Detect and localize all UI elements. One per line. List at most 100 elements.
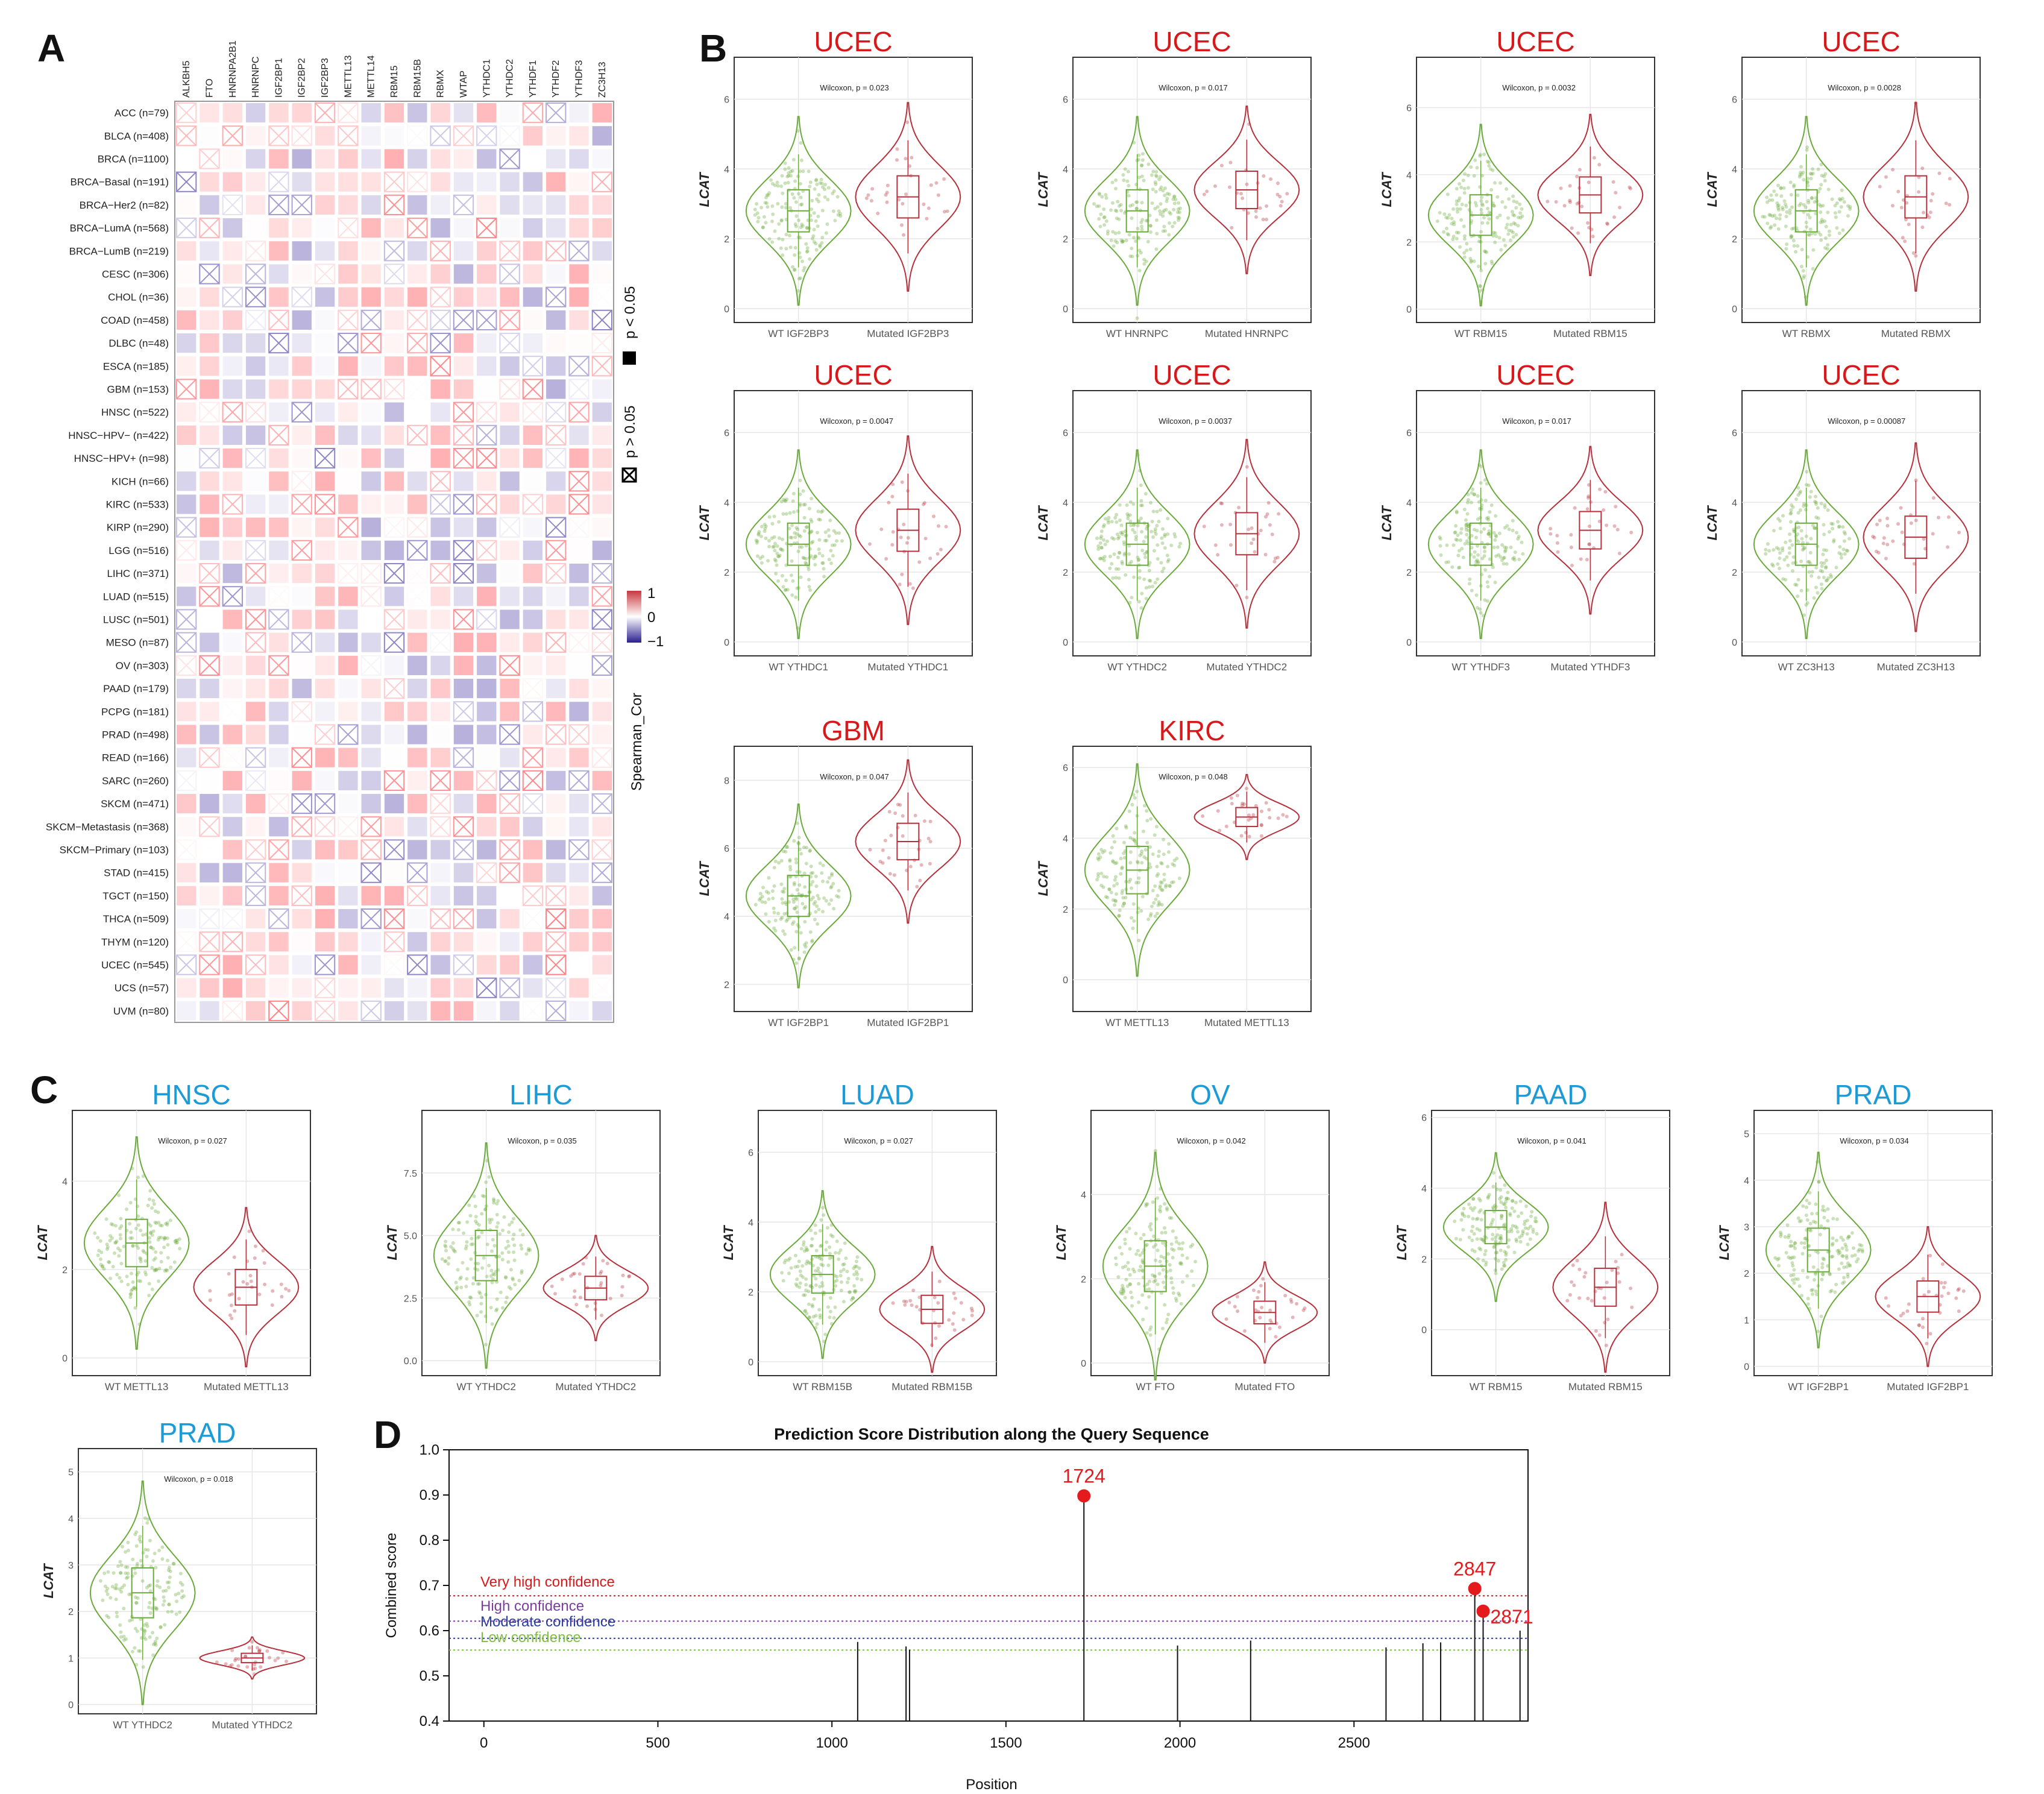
data-point	[1831, 1236, 1835, 1241]
data-point	[1904, 218, 1908, 222]
data-point	[1506, 1245, 1511, 1249]
data-point	[1148, 845, 1152, 849]
data-point	[1788, 539, 1792, 543]
heatmap-cell	[453, 563, 474, 584]
data-point	[1145, 809, 1149, 813]
data-point	[832, 907, 836, 911]
data-point	[1925, 1341, 1929, 1346]
heatmap-cell	[268, 424, 289, 445]
data-point	[1457, 549, 1461, 553]
heatmap-cell	[569, 909, 589, 929]
data-point	[774, 571, 778, 576]
data-point	[817, 547, 821, 552]
data-point	[1096, 547, 1101, 551]
data-point	[1957, 1287, 1961, 1291]
data-point	[1474, 1217, 1479, 1221]
violin-title: UCEC	[1822, 26, 1900, 57]
heatmap-cell	[291, 194, 312, 215]
data-point	[512, 1243, 517, 1247]
data-point	[1823, 1209, 1827, 1213]
heatmap-cell	[476, 977, 497, 998]
data-point	[1800, 548, 1805, 552]
heatmap-cell	[338, 218, 359, 239]
data-point	[1837, 231, 1841, 236]
heatmap-cell	[407, 448, 427, 468]
data-point	[1456, 553, 1461, 558]
data-point	[489, 1274, 493, 1278]
data-point	[812, 211, 816, 215]
data-point	[257, 1649, 262, 1654]
data-point	[866, 193, 870, 197]
heatmap-cell	[314, 494, 336, 515]
data-point	[1821, 552, 1825, 556]
data-point	[1909, 521, 1913, 525]
heatmap-cell	[269, 748, 289, 767]
data-point	[162, 1237, 166, 1241]
data-point	[789, 174, 793, 178]
data-point	[1120, 532, 1124, 537]
data-point	[1503, 1223, 1507, 1227]
data-point	[1495, 215, 1500, 219]
data-point	[914, 1305, 919, 1309]
data-point	[143, 1259, 148, 1263]
data-point	[440, 1257, 444, 1261]
data-point	[458, 1277, 462, 1281]
data-point	[1150, 520, 1154, 524]
data-point	[1492, 530, 1496, 535]
data-point	[134, 1530, 139, 1534]
data-point	[1770, 198, 1775, 202]
data-point	[1125, 503, 1129, 507]
data-point	[162, 1595, 166, 1599]
data-point	[1791, 555, 1796, 559]
data-point	[789, 1266, 793, 1270]
data-point	[1174, 1297, 1178, 1301]
data-point	[1227, 1300, 1231, 1305]
heatmap-cell	[522, 885, 544, 907]
heatmap-col-label: ZC3H13	[597, 61, 608, 98]
data-point	[1811, 266, 1815, 271]
data-point	[1799, 559, 1803, 564]
data-point	[1823, 172, 1828, 176]
data-point	[1136, 227, 1140, 231]
data-point	[772, 535, 776, 539]
data-point	[1778, 519, 1782, 523]
data-point	[1099, 883, 1104, 887]
heatmap-cell	[477, 932, 497, 952]
heatmap-cell	[200, 103, 219, 123]
data-point	[1800, 1268, 1805, 1273]
data-point	[1143, 492, 1148, 496]
data-point	[1568, 1293, 1572, 1297]
heatmap-cell	[430, 517, 450, 537]
data-point	[1177, 1242, 1181, 1246]
data-point	[105, 1245, 110, 1249]
data-point	[1805, 1275, 1810, 1279]
data-point	[249, 1279, 253, 1283]
data-point	[1630, 1305, 1634, 1309]
data-point	[1161, 1268, 1165, 1272]
data-point	[1829, 1254, 1834, 1259]
data-point	[797, 892, 801, 896]
heatmap-cell	[430, 748, 450, 767]
data-point	[1838, 1250, 1842, 1254]
data-point	[906, 536, 910, 540]
heatmap-cell	[430, 702, 450, 722]
data-point	[1479, 199, 1483, 203]
data-point	[1130, 203, 1134, 207]
data-point	[476, 1282, 480, 1286]
data-point	[132, 1286, 136, 1290]
heatmap-cell	[523, 932, 543, 952]
data-point	[115, 1614, 119, 1619]
data-point	[1807, 201, 1811, 205]
data-point	[854, 1259, 858, 1264]
data-point	[1475, 1227, 1479, 1231]
data-point	[135, 1561, 139, 1566]
data-point	[1461, 1212, 1465, 1216]
data-point	[1470, 491, 1474, 495]
data-point	[807, 1302, 811, 1306]
data-point	[791, 897, 796, 901]
data-point	[1494, 1271, 1498, 1276]
heatmap-cell	[269, 448, 289, 468]
data-point	[1104, 196, 1108, 200]
data-point	[478, 1291, 482, 1295]
heatmap-cell	[384, 655, 404, 675]
